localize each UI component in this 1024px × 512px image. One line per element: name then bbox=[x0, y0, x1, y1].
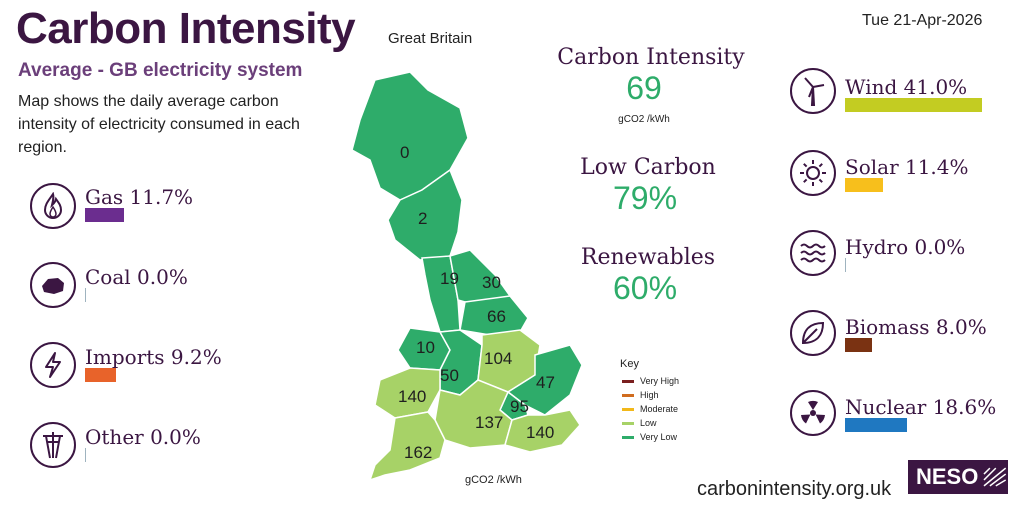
carbon-intensity-unit: gCO2 /kWh bbox=[618, 114, 670, 125]
biomass-bar bbox=[845, 338, 872, 352]
coal-bar bbox=[85, 288, 86, 302]
map-value-north-east: 30 bbox=[482, 273, 501, 292]
imports-label: Imports 9.2% bbox=[85, 345, 222, 369]
flame-icon bbox=[30, 183, 76, 229]
key-list: Very High High Moderate Low Very Low bbox=[622, 376, 679, 442]
renewables-label: Renewables bbox=[580, 245, 716, 270]
nuclear-label: Nuclear 18.6% bbox=[845, 395, 997, 419]
map-value-east-midlands: 104 bbox=[484, 349, 512, 368]
pylon-icon bbox=[30, 422, 76, 468]
gas-label: Gas 11.7% bbox=[85, 185, 194, 209]
coal-label: Coal 0.0% bbox=[85, 265, 188, 289]
key-item: High bbox=[622, 390, 679, 400]
wind-bar bbox=[845, 98, 982, 112]
radiation-icon bbox=[790, 390, 836, 436]
key-swatch-very-high bbox=[622, 379, 634, 383]
map-value-north-wales: 10 bbox=[416, 338, 435, 357]
water-waves-icon bbox=[790, 230, 836, 276]
nuclear-bar bbox=[845, 418, 907, 432]
map-value-north-scotland: 0 bbox=[400, 143, 409, 162]
solar-bar bbox=[845, 178, 883, 192]
other-bar bbox=[85, 448, 86, 462]
neso-logo: NESO bbox=[908, 460, 1008, 494]
gb-region-map: 0 2 19 30 66 10 50 104 47 140 95 137 140… bbox=[351, 71, 583, 482]
key-title: Key bbox=[620, 358, 639, 370]
imports-bar bbox=[85, 368, 116, 382]
key-item: Very High bbox=[622, 376, 679, 386]
map-value-south-east: 140 bbox=[526, 423, 554, 442]
site-url[interactable]: carbonintensity.org.uk bbox=[697, 478, 892, 500]
lightning-icon bbox=[30, 342, 76, 388]
map-value-north-west: 19 bbox=[440, 269, 459, 288]
key-item: Very Low bbox=[622, 432, 679, 442]
key-swatch-low bbox=[622, 421, 634, 425]
key-swatch-very-low bbox=[622, 435, 634, 439]
hydro-label: Hydro 0.0% bbox=[845, 235, 966, 259]
date-label: Tue 21-Apr-2026 bbox=[862, 12, 983, 29]
renewables-value: 60% bbox=[612, 270, 678, 306]
key-swatch-high bbox=[622, 393, 634, 397]
key-swatch-moderate bbox=[622, 407, 634, 411]
map-unit: gCO2 /kWh bbox=[465, 474, 522, 486]
low-carbon-value: 79% bbox=[612, 180, 678, 216]
page-title: Carbon Intensity bbox=[16, 4, 356, 53]
map-description: Map shows the daily average carbon inten… bbox=[18, 93, 300, 156]
solar-label: Solar 11.4% bbox=[845, 155, 969, 179]
region-south-east bbox=[504, 409, 581, 453]
region-south-wales bbox=[374, 367, 441, 419]
wind-label: Wind 41.0% bbox=[845, 75, 968, 99]
key-item: Moderate bbox=[622, 404, 679, 414]
map-value-west-midlands: 50 bbox=[440, 366, 459, 385]
subtitle: Average - GB electricity system bbox=[18, 60, 303, 81]
map-value-south-england: 137 bbox=[475, 413, 503, 432]
region-south-west bbox=[368, 411, 446, 482]
hydro-bar bbox=[845, 258, 846, 272]
map-value-east-england: 47 bbox=[536, 373, 555, 392]
region-north-east bbox=[449, 249, 512, 303]
carbon-intensity-value: 69 bbox=[626, 70, 662, 106]
carbon-intensity-label: Carbon Intensity bbox=[557, 45, 745, 70]
map-value-yorkshire: 66 bbox=[487, 307, 506, 326]
gas-bar bbox=[85, 208, 124, 222]
region-south-scotland bbox=[387, 168, 463, 261]
map-value-london: 95 bbox=[510, 397, 529, 416]
low-carbon-label: Low Carbon bbox=[580, 155, 716, 180]
biomass-label: Biomass 8.0% bbox=[845, 315, 987, 339]
map-value-south-scotland: 2 bbox=[418, 209, 427, 228]
map-value-south-wales: 140 bbox=[398, 387, 426, 406]
other-label: Other 0.0% bbox=[85, 425, 201, 449]
sun-icon bbox=[790, 150, 836, 196]
region-label: Great Britain bbox=[388, 30, 473, 47]
leaf-icon bbox=[790, 310, 836, 356]
coal-icon bbox=[30, 262, 76, 308]
wind-turbine-icon bbox=[790, 68, 836, 114]
key-item: Low bbox=[622, 418, 679, 428]
map-value-south-west: 162 bbox=[404, 443, 432, 462]
